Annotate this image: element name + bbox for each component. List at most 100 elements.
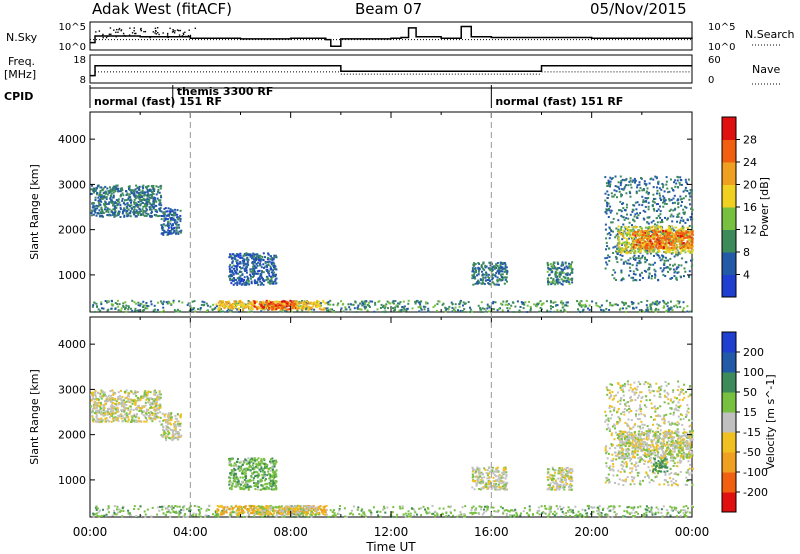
range-cell xyxy=(662,184,665,187)
range-cell xyxy=(107,211,110,213)
range-cell xyxy=(626,238,628,241)
range-cell xyxy=(100,389,103,392)
range-cell xyxy=(99,191,102,194)
range-cell xyxy=(102,192,105,195)
range-cell xyxy=(135,211,138,214)
range-cell xyxy=(655,203,658,206)
range-cell xyxy=(101,210,104,213)
range-cell xyxy=(609,234,612,236)
range-cell xyxy=(484,279,487,282)
range-cell xyxy=(268,281,271,284)
range-cell xyxy=(633,204,636,207)
range-cell xyxy=(615,250,618,253)
range-cell xyxy=(237,279,240,282)
range-cell xyxy=(253,304,256,307)
range-cell xyxy=(167,231,170,234)
range-cell xyxy=(127,418,130,421)
range-cell xyxy=(127,416,130,419)
range-cell xyxy=(639,246,642,249)
range-cell xyxy=(159,411,162,414)
range-cell xyxy=(132,408,135,411)
range-cell xyxy=(640,177,642,179)
range-cell xyxy=(177,431,179,433)
range-cell xyxy=(682,248,685,251)
range-cell xyxy=(194,310,197,313)
range-cell xyxy=(262,263,265,266)
range-cell xyxy=(146,394,149,397)
range-cell xyxy=(148,199,151,201)
range-cell xyxy=(239,301,242,304)
range-cell xyxy=(237,262,240,265)
range-cell xyxy=(169,208,172,211)
range-cell xyxy=(501,270,504,273)
range-cell xyxy=(496,280,499,283)
range-cell xyxy=(605,210,608,212)
range-cell xyxy=(255,306,258,309)
range-cell xyxy=(662,186,664,189)
range-cell xyxy=(670,247,673,249)
range-cell xyxy=(660,188,663,191)
range-cell xyxy=(397,302,400,305)
range-cell xyxy=(217,301,220,304)
range-cell xyxy=(559,309,562,312)
range-cell xyxy=(690,265,693,268)
range-cell xyxy=(670,240,673,243)
range-cell xyxy=(484,276,487,279)
range-cell xyxy=(166,436,169,438)
range-cell xyxy=(480,264,483,267)
range-cell xyxy=(663,200,666,203)
range-cell xyxy=(97,411,99,414)
range-cell xyxy=(148,417,151,420)
range-cell xyxy=(228,307,231,310)
range-cell xyxy=(270,261,273,264)
range-cell xyxy=(152,400,155,403)
range-cell xyxy=(676,179,679,182)
range-cell xyxy=(556,309,559,312)
range-cell xyxy=(399,309,402,312)
range-cell xyxy=(93,191,95,194)
range-cell xyxy=(512,301,515,304)
range-cell xyxy=(676,254,679,257)
range-cell xyxy=(188,310,191,313)
range-cell xyxy=(264,265,267,268)
range-cell xyxy=(506,307,509,310)
range-cell xyxy=(137,192,140,195)
range-cell xyxy=(640,241,643,244)
range-cell xyxy=(104,393,106,396)
range-cell xyxy=(154,209,157,211)
range-cell xyxy=(621,301,624,304)
range-cell xyxy=(272,264,275,267)
range-cell xyxy=(655,301,658,303)
range-cell xyxy=(312,303,315,306)
range-cell xyxy=(483,283,486,285)
range-cell xyxy=(655,307,658,310)
range-cell xyxy=(555,268,558,271)
range-cell xyxy=(167,417,170,420)
range-cell xyxy=(662,247,665,249)
range-cell xyxy=(627,231,630,234)
range-cell xyxy=(643,182,646,185)
range-cell xyxy=(652,219,655,222)
range-cell xyxy=(550,301,552,304)
range-cell xyxy=(143,420,146,423)
range-cell xyxy=(246,262,249,265)
range-cell xyxy=(231,306,233,309)
range-cell xyxy=(93,418,96,421)
range-cell xyxy=(556,278,559,281)
range-cell xyxy=(116,212,119,215)
range-cell xyxy=(647,235,650,238)
range-cell xyxy=(318,307,321,310)
range-cell xyxy=(272,282,275,285)
range-cell xyxy=(169,413,172,416)
range-cell xyxy=(270,267,272,270)
range-cell xyxy=(674,237,677,240)
range-cell xyxy=(617,225,620,228)
range-cell xyxy=(619,209,622,212)
range-cell xyxy=(662,201,664,204)
range-cell xyxy=(638,279,641,281)
range-cell xyxy=(254,253,257,256)
range-cell xyxy=(142,205,145,208)
range-cell xyxy=(660,232,663,235)
range-cell xyxy=(128,188,130,190)
